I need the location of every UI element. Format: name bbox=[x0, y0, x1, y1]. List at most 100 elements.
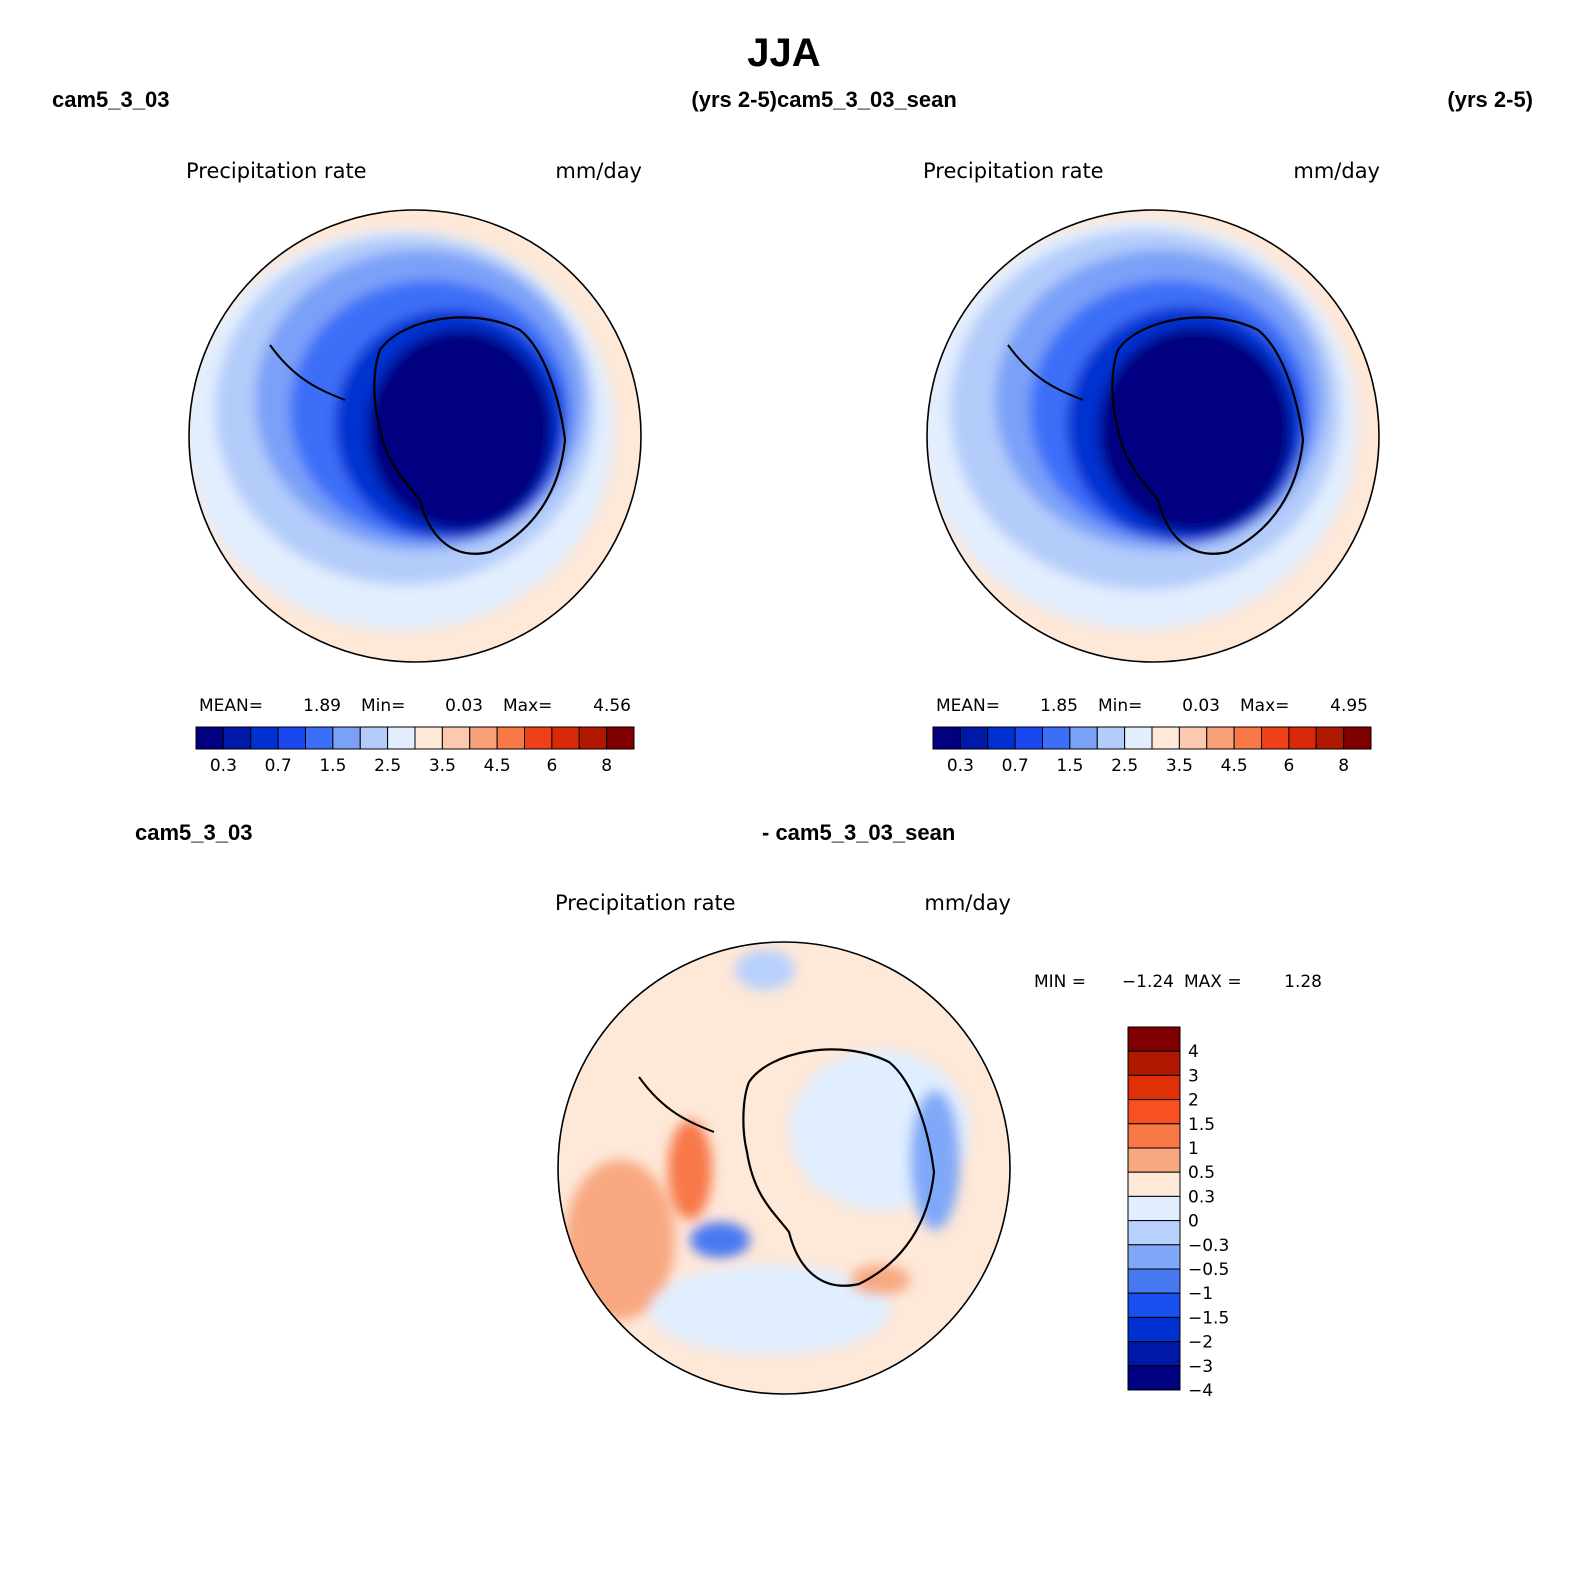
diff-colorbar-tick-label: 0 bbox=[1188, 1212, 1199, 1232]
diff-colorbar-tick-label: −0.5 bbox=[1188, 1260, 1229, 1280]
panel-1-years-label: (yrs 2-5) bbox=[691, 87, 777, 112]
diff-colorbar-tick-label: −4 bbox=[1188, 1381, 1213, 1401]
diff-min-label: MIN = bbox=[1034, 972, 1086, 992]
panel-1-colorbar-swatch bbox=[359, 726, 389, 750]
panel-2-years-label: (yrs 2-5) bbox=[1447, 87, 1533, 112]
diff-colorbar-swatch bbox=[1127, 1195, 1181, 1222]
panel-1-stats: MEAN= 1.89 Min= 0.03 Max= 4.56 bbox=[199, 696, 631, 716]
panel-1-colorbar-swatch bbox=[195, 726, 224, 750]
panel-1-colorbar-tick-label: 1.5 bbox=[319, 756, 346, 776]
panel-1-colorbar-tick-label: 8 bbox=[601, 756, 612, 776]
diff-colorbar-swatch bbox=[1127, 1365, 1181, 1391]
panel-1-map bbox=[189, 210, 641, 662]
panel-1-colorbar-tick-label: 0.3 bbox=[210, 756, 237, 776]
panel-1-min-value: 0.03 bbox=[445, 696, 483, 716]
diff-case-b-label: - cam5_3_03_sean bbox=[762, 820, 955, 845]
panel-2-colorbar-tick-label: 6 bbox=[1283, 756, 1294, 776]
diff-colorbar-swatch bbox=[1127, 1147, 1181, 1173]
panel-2-colorbar-swatch bbox=[1096, 726, 1126, 750]
panel-2-colorbar-swatch bbox=[987, 726, 1016, 750]
diff-colorbar-tick-label: −1 bbox=[1188, 1284, 1213, 1304]
panel-1-colorbar-swatch bbox=[469, 726, 498, 750]
panel-1-min-label: Min= bbox=[361, 696, 405, 716]
diff-colorbar-swatch bbox=[1127, 1123, 1181, 1149]
diff-panel: cam5_3_03 - cam5_3_03_sean Precipitation… bbox=[135, 820, 1322, 1401]
panel-1-colorbar-tick-label: 2.5 bbox=[374, 756, 401, 776]
panel-1-colorbar-swatch bbox=[441, 726, 471, 750]
panel-1-colorbar-swatch bbox=[222, 726, 252, 750]
panel-2-max-label: Max= bbox=[1240, 696, 1289, 716]
panel-1-colorbar-swatch bbox=[606, 726, 635, 750]
panel-2-colorbar-swatch bbox=[1069, 726, 1098, 750]
figure-title: JJA bbox=[747, 31, 820, 75]
panel-1-colorbar-swatch bbox=[387, 726, 416, 750]
panel-1-mean-label: MEAN= bbox=[199, 696, 263, 716]
diff-stats: MIN = −1.24 MAX = 1.28 bbox=[1034, 972, 1322, 992]
diff-colorbar-tick-label: 0.3 bbox=[1188, 1187, 1215, 1207]
panel-1-units: mm/day bbox=[555, 159, 642, 183]
panel-1: Precipitation rate mm/day MEAN= 1.89 Min… bbox=[186, 159, 642, 776]
panel-1-variable: Precipitation rate bbox=[186, 159, 367, 183]
diff-map bbox=[558, 942, 1010, 1394]
diff-variable: Precipitation rate bbox=[555, 891, 736, 915]
panel-1-mean-value: 1.89 bbox=[303, 696, 341, 716]
panel-1-colorbar-swatch bbox=[578, 726, 608, 750]
diff-colorbar-swatch bbox=[1127, 1341, 1181, 1367]
panel-1-colorbar-swatch bbox=[551, 726, 580, 750]
panel-2-colorbar-swatch bbox=[1233, 726, 1262, 750]
panel-1-map-border bbox=[188, 209, 642, 663]
diff-colorbar-swatch bbox=[1127, 1171, 1181, 1197]
panel-1-colorbar-swatch bbox=[305, 726, 334, 750]
panel-2-colorbar-swatch bbox=[1206, 726, 1235, 750]
panel-2-mean-value: 1.85 bbox=[1040, 696, 1078, 716]
diff-colorbar-tick-label: 1.5 bbox=[1188, 1115, 1215, 1135]
panel-1-colorbar-swatch bbox=[496, 726, 525, 750]
panel-2-colorbar-swatch bbox=[1124, 726, 1153, 750]
panel-2-colorbar-tick-label: 8 bbox=[1338, 756, 1349, 776]
panel-2-colorbar-swatch bbox=[1151, 726, 1180, 750]
diff-colorbar: 4 3 2 1.5 1 0.5 0.3 0 −0.3 −0.5 −1 −1.5 −2 −3 −4 bbox=[1127, 1026, 1229, 1401]
panel-2-colorbar-tick-label: 0.7 bbox=[1002, 756, 1029, 776]
diff-colorbar-tick-label: −0.3 bbox=[1188, 1236, 1229, 1256]
diff-colorbar-tick-label: −2 bbox=[1188, 1333, 1213, 1353]
panel-2-colorbar-tick-label: 4.5 bbox=[1221, 756, 1248, 776]
diff-max-value: 1.28 bbox=[1284, 972, 1322, 992]
panel-2-units: mm/day bbox=[1293, 159, 1380, 183]
panel-1-max-label: Max= bbox=[503, 696, 552, 716]
panel-2-max-value: 4.95 bbox=[1330, 696, 1368, 716]
panel-1-colorbar-swatch bbox=[332, 726, 361, 750]
diff-min-value: −1.24 bbox=[1122, 972, 1174, 992]
diff-max-label: MAX = bbox=[1184, 972, 1242, 992]
panel-1-colorbar-swatch bbox=[524, 726, 553, 750]
diff-colorbar-tick-label: 4 bbox=[1188, 1042, 1199, 1062]
diff-colorbar-tick-label: 2 bbox=[1188, 1091, 1199, 1111]
panel-2-colorbar-swatch bbox=[1261, 726, 1290, 750]
diff-colorbar-swatch bbox=[1127, 1099, 1181, 1125]
diff-colorbar-tick-label: 0.5 bbox=[1188, 1163, 1215, 1183]
panel-2-stats: MEAN= 1.85 Min= 0.03 Max= 4.95 bbox=[936, 696, 1368, 716]
panel-2-min-value: 0.03 bbox=[1182, 696, 1220, 716]
panel-1-colorbar-tick-label: 6 bbox=[546, 756, 557, 776]
diff-case-a-label: cam5_3_03 bbox=[135, 820, 252, 845]
panel-2-colorbar-tick-label: 3.5 bbox=[1166, 756, 1193, 776]
panel-2-colorbar-swatch bbox=[1014, 726, 1043, 750]
panel-2-variable: Precipitation rate bbox=[923, 159, 1104, 183]
panel-2-colorbar-swatch bbox=[932, 726, 961, 750]
panel-2-colorbar-swatch bbox=[1315, 726, 1345, 750]
diff-colorbar-tick-label: 3 bbox=[1188, 1066, 1199, 1086]
panel-1-colorbar-tick-label: 0.7 bbox=[265, 756, 292, 776]
diff-colorbar-tick-label: −3 bbox=[1188, 1357, 1213, 1377]
panel-2-colorbar-tick-label: 0.3 bbox=[947, 756, 974, 776]
diff-units: mm/day bbox=[924, 891, 1011, 915]
diff-colorbar-swatch bbox=[1127, 1220, 1181, 1246]
panel-1-max-value: 4.56 bbox=[593, 696, 631, 716]
panel-2-colorbar-swatch bbox=[1343, 726, 1372, 750]
panel-2-colorbar-swatch bbox=[1288, 726, 1317, 750]
panel-2-colorbar-tick-label: 1.5 bbox=[1056, 756, 1083, 776]
panel-1-colorbar-tick-label: 3.5 bbox=[429, 756, 456, 776]
panel-2-case-label: cam5_3_03_sean bbox=[777, 87, 957, 112]
panel-2-map-border bbox=[926, 209, 1380, 663]
panel-2-mean-label: MEAN= bbox=[936, 696, 1000, 716]
panel-2-colorbar-tick-label: 2.5 bbox=[1111, 756, 1138, 776]
